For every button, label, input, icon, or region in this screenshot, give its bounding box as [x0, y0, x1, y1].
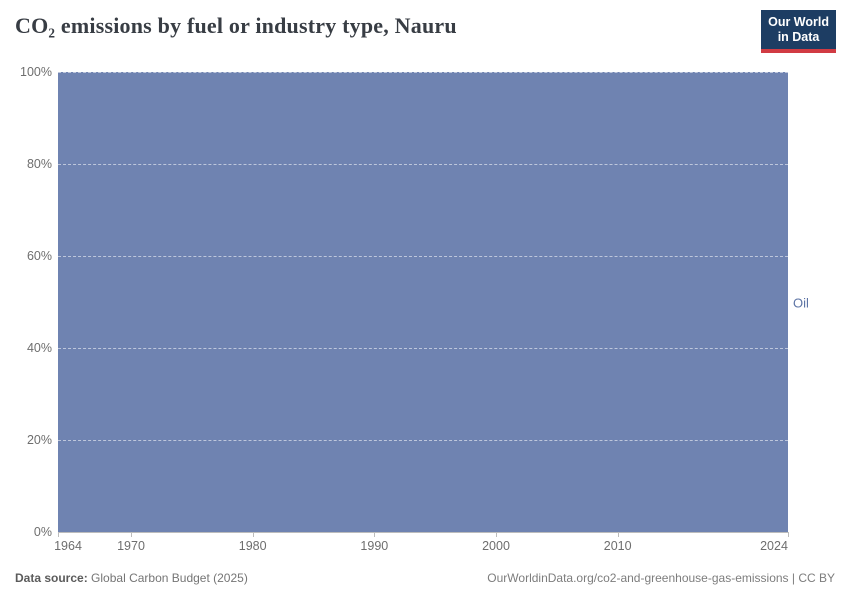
x-axis-tick-label: 2000	[482, 539, 510, 553]
x-axis-tick-mark	[617, 532, 619, 537]
y-gridline	[58, 440, 788, 441]
attribution-link[interactable]: OurWorldinData.org/co2-and-greenhouse-ga…	[487, 571, 835, 585]
x-axis-tick-label: 2010	[603, 539, 632, 553]
x-axis-tick-mark	[252, 532, 254, 537]
y-axis-tick-label: 40%	[26, 341, 52, 355]
x-axis-tick-label: 1964	[54, 539, 82, 553]
plot-area[interactable]	[58, 72, 788, 532]
y-gridline	[58, 256, 788, 257]
y-axis-tick-label: 60%	[26, 249, 52, 263]
x-axis-tick-mark	[374, 532, 376, 537]
page-title: CO₂ emissions by fuel or industry type, …	[15, 13, 457, 38]
x-axis-tick-label: 1980	[238, 539, 267, 553]
x-axis-tick-mark	[58, 532, 59, 537]
owid-logo[interactable]: Our World in Data	[761, 10, 836, 53]
y-axis-tick-label: 0%	[33, 525, 52, 539]
y-gridline	[58, 164, 788, 165]
y-gridline	[58, 348, 788, 349]
x-axis-tick-mark	[788, 532, 789, 537]
x-axis-tick-label: 2024	[760, 539, 788, 553]
y-axis-tick-label: 80%	[26, 157, 52, 171]
x-axis-tick-label: 1970	[117, 539, 145, 553]
chart-footer: Data source: Global Carbon Budget (2025)…	[15, 571, 835, 585]
logo-line-1: Our World	[768, 15, 829, 29]
y-axis-tick-label: 100%	[20, 65, 52, 79]
y-axis-tick-label: 20%	[26, 433, 52, 447]
data-source-value: Global Carbon Budget (2025)	[91, 571, 248, 585]
x-axis-tick-mark	[496, 532, 497, 537]
y-gridline	[58, 72, 788, 73]
data-source-label: Data source:	[15, 571, 88, 585]
area-fill-oil[interactable]	[58, 72, 788, 532]
x-axis-tick-mark	[131, 532, 132, 537]
series-label-oil[interactable]: Oil	[793, 295, 809, 311]
logo-line-2: in Data	[777, 30, 820, 44]
x-axis-line	[58, 532, 788, 533]
x-axis-tick-label: 1990	[360, 539, 389, 553]
data-source: Data source: Global Carbon Budget (2025)	[15, 571, 248, 585]
